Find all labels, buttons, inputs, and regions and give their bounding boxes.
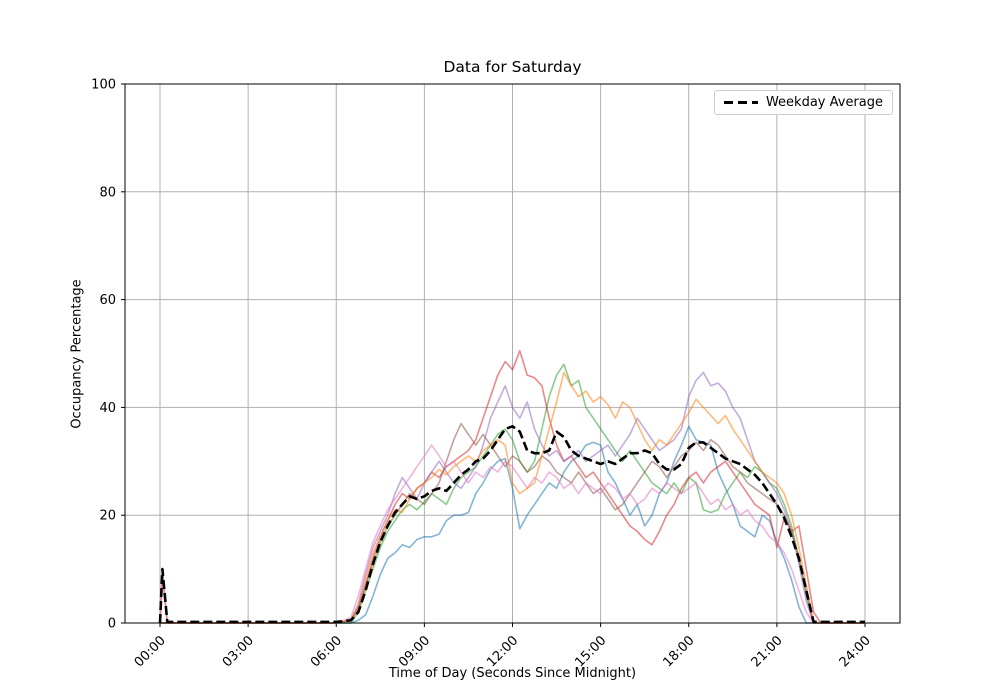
series-line-red xyxy=(159,350,865,624)
x-tick-label: 03:00 xyxy=(220,633,257,670)
y-tick-label: 80 xyxy=(99,185,116,200)
series-line-blue xyxy=(160,425,865,624)
legend: Weekday Average xyxy=(713,90,893,115)
legend-label: Weekday Average xyxy=(765,95,883,110)
x-tick-label: 06:00 xyxy=(308,633,345,670)
series-line-purple xyxy=(160,371,865,624)
x-tick-label: 24:00 xyxy=(837,633,874,670)
x-axis-label: Time of Day (Seconds Since Midnight) xyxy=(388,666,637,681)
x-tick-label: 00:00 xyxy=(132,633,169,670)
y-tick-label: 40 xyxy=(99,401,116,416)
y-tick-label: 0 xyxy=(108,617,116,632)
x-tick-label: 12:00 xyxy=(484,633,521,670)
series-line-green xyxy=(160,363,865,624)
legend-dashed-line-sample xyxy=(723,101,758,104)
y-tick-label: 60 xyxy=(99,293,116,308)
x-tick-label: 18:00 xyxy=(660,633,697,670)
x-tick-label: 15:00 xyxy=(572,633,609,670)
axes-spines xyxy=(124,83,901,624)
average-line xyxy=(158,425,865,624)
series-line-brown xyxy=(160,422,865,624)
series-line-pink xyxy=(159,444,865,624)
y-tick-label: 100 xyxy=(91,78,116,93)
x-tick-label: 21:00 xyxy=(749,633,786,670)
y-tick-label: 20 xyxy=(99,509,116,524)
y-axis-label: Occupancy Percentage xyxy=(69,279,85,429)
series-line-orange xyxy=(160,371,865,624)
x-tick-label: 09:00 xyxy=(396,633,433,670)
chart-title: Data for Saturday xyxy=(443,58,582,76)
